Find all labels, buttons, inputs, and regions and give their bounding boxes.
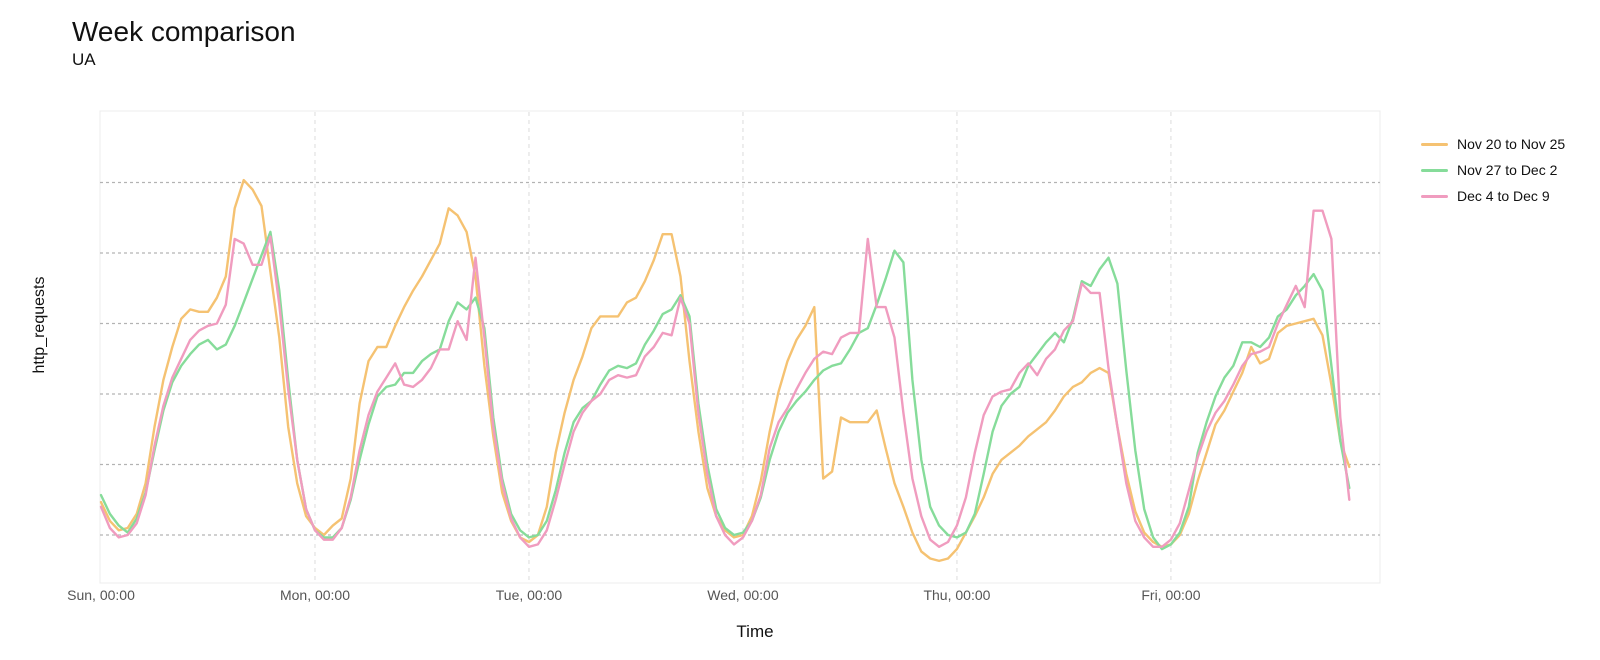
- series-lines: [99, 178, 1351, 563]
- x-axis-ticks: Sun, 00:00 Mon, 00:00 Tue, 00:00 Wed, 00:00…: [67, 587, 1201, 603]
- legend-item-1[interactable]: Nov 20 to Nov 25: [1421, 131, 1565, 157]
- x-tick-label: Mon, 00:00: [280, 587, 350, 603]
- series-line-3: [99, 209, 1351, 548]
- chart-subtitle: UA: [72, 50, 96, 69]
- legend: Nov 20 to Nov 25 Nov 27 to Dec 2 Dec 4 to …: [1421, 131, 1565, 209]
- chart-title: Week comparison: [72, 16, 296, 47]
- plot-area-border: [99, 110, 1381, 584]
- legend-label: Dec 4 to Dec 9: [1457, 188, 1550, 204]
- legend-swatch: [1421, 168, 1448, 172]
- series-line-1: [99, 178, 1351, 563]
- legend-item-2[interactable]: Nov 27 to Dec 2: [1421, 157, 1565, 183]
- x-tick-label: Fri, 00:00: [1141, 587, 1200, 603]
- legend-label: Nov 20 to Nov 25: [1457, 136, 1566, 152]
- x-tick-label: Tue, 00:00: [496, 587, 563, 603]
- legend-label: Nov 27 to Dec 2: [1457, 162, 1558, 178]
- vertical-gridlines: [314, 112, 1172, 582]
- legend-item-3[interactable]: Dec 4 to Dec 9: [1421, 183, 1565, 209]
- x-tick-label: Sun, 00:00: [67, 587, 135, 603]
- x-axis-label: Time: [736, 622, 774, 641]
- legend-swatch: [1421, 142, 1448, 146]
- x-tick-label: Thu, 00:00: [923, 587, 990, 603]
- x-tick-label: Wed, 00:00: [707, 587, 779, 603]
- legend-swatch: [1421, 194, 1448, 198]
- horizontal-gridlines: [100, 181, 1380, 536]
